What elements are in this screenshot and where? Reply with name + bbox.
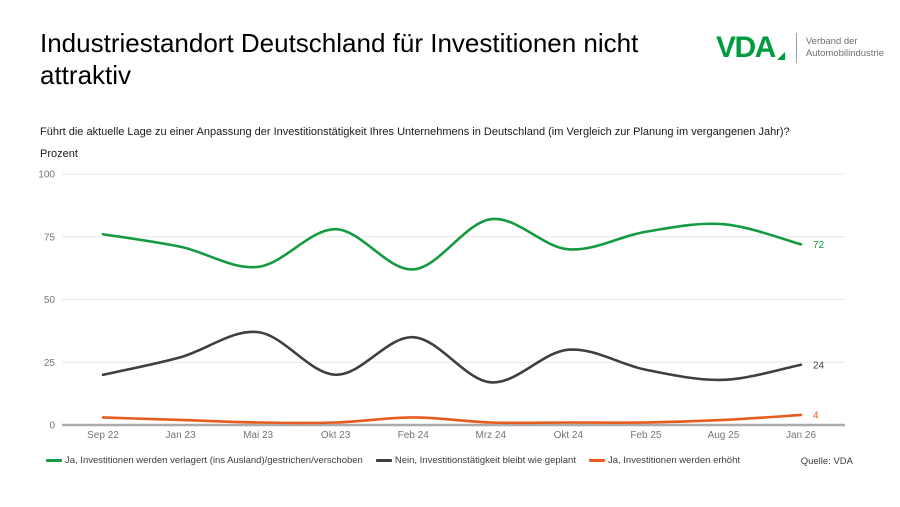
legend-marker-green-icon — [46, 459, 62, 462]
investment-line-chart: 100 75 50 25 0 Sep 22 Jan 23 Mai 23 Okt 23 Feb 24… — [0, 165, 900, 455]
series-end-label-1: 24 — [813, 360, 825, 371]
x-axis-label: Okt 24 — [554, 430, 584, 441]
x-axis-label: Aug 25 — [708, 430, 740, 441]
page-title: Industriestandort Deutschland für Invest… — [40, 28, 639, 90]
x-axis-label: Mrz 24 — [475, 430, 506, 441]
chart-question: Führt die aktuelle Lage zu einer Anpassu… — [40, 126, 790, 138]
vda-logo-text: VDA — [716, 31, 776, 64]
x-axis-label: Jan 26 — [786, 430, 816, 441]
legend-marker-black-icon — [375, 459, 392, 462]
series-line-0 — [101, 217, 803, 271]
vda-logo-mark: VDA — [716, 31, 785, 64]
chart-svg: 100 75 50 25 0 Sep 22 Jan 23 Mai 23 Okt 23 Feb 24… — [38, 170, 845, 441]
y-axis-title: Prozent — [40, 148, 78, 160]
series-end-label-0: 72 — [813, 240, 825, 251]
legend-label: Ja, Investitionen werden verlagert (ins … — [65, 455, 363, 466]
source-note: Quelle: VDA — [800, 456, 853, 467]
logo-tagline-line2: Automobilindustrie — [805, 48, 884, 59]
series-line-1 — [101, 330, 803, 384]
x-axis-label: Jan 23 — [166, 430, 196, 441]
vda-logo: VDA Verband der Automobilindustrie — [716, 33, 884, 63]
legend-item-verlagert: Ja, Investitionen werden verlagert (ins … — [46, 455, 363, 466]
logo-divider — [795, 33, 797, 63]
x-axis-label: Feb 25 — [630, 430, 662, 441]
legend-label: Ja, Investitionen werden erhöht — [607, 455, 741, 466]
y-axis-label: 25 — [44, 358, 56, 369]
y-axis-label: 0 — [49, 421, 55, 432]
legend-item-erhoeht: Ja, Investitionen werden erhöht — [588, 455, 741, 466]
legend: Ja, Investitionen werden verlagert (ins … — [46, 455, 740, 466]
legend-item-geplant: Nein, Investitionstätigkeit bleibt wie g… — [375, 455, 576, 466]
y-axis-label: 75 — [44, 232, 56, 243]
y-axis-label: 100 — [38, 170, 55, 181]
legend-marker-orange-icon — [588, 459, 605, 462]
x-axis-label: Mai 23 — [243, 430, 273, 441]
x-axis-label: Sep 22 — [87, 430, 119, 441]
x-axis-label: Okt 23 — [321, 430, 351, 441]
series-end-label-2: 4 — [813, 410, 819, 421]
logo-tagline-line1: Verband der — [805, 36, 858, 47]
x-axis-label: Feb 24 — [398, 430, 430, 441]
logo-tagline: Verband der Automobilindustrie — [806, 36, 884, 60]
series-line-2 — [101, 413, 803, 425]
vda-logo-dot-icon — [776, 52, 785, 60]
y-axis-label: 50 — [44, 295, 56, 306]
legend-label: Nein, Investitionstätigkeit bleibt wie g… — [394, 455, 576, 466]
